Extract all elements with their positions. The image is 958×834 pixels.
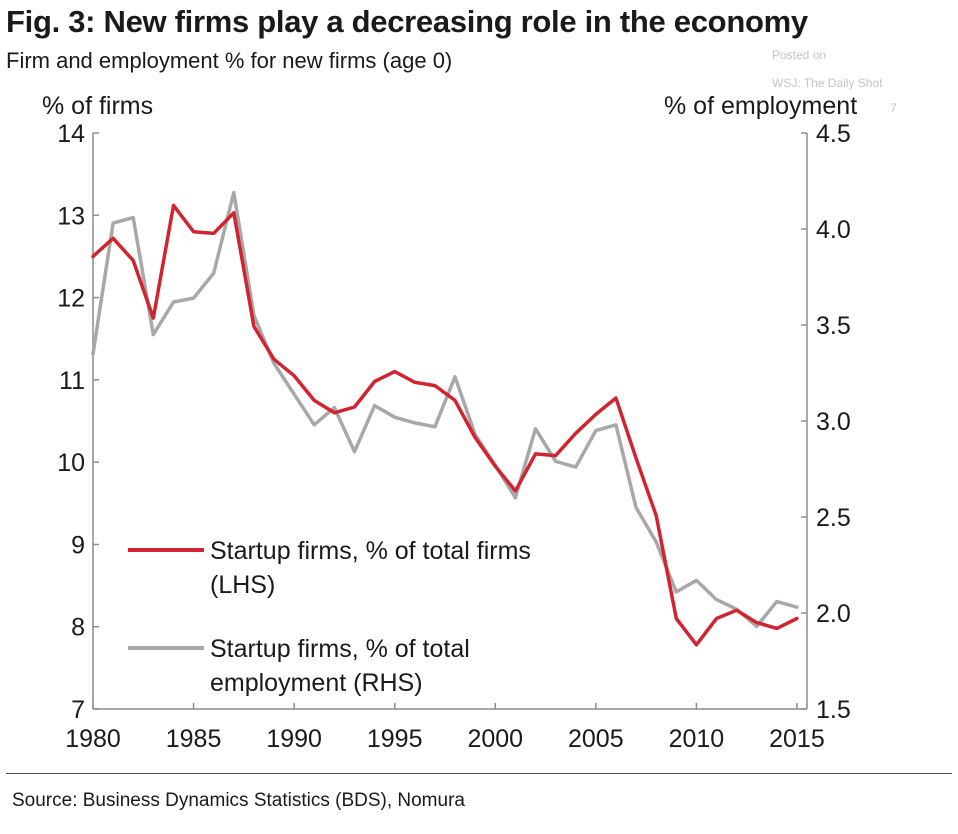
x-tick-label: 2000 [467,725,523,753]
x-tick-label: 2010 [669,725,725,753]
right-tick-label: 4.0 [816,216,851,244]
right-tick-label: 2.5 [816,504,851,532]
left-tick-label: 8 [71,614,85,642]
x-tick-label: 2005 [568,725,624,753]
source-note: Source: Business Dynamics Statistics (BD… [12,790,465,811]
chart-title: Fig. 3: New firms play a decreasing role… [6,4,808,39]
left-axis-label: % of firms [42,92,154,120]
left-tick-label: 11 [59,367,85,395]
x-tick-label: 1995 [367,725,423,753]
left-tick-label: 14 [57,120,85,148]
legend-label-firms-line-2: (LHS) [210,571,276,599]
x-tick-label: 1985 [166,725,222,753]
x-tick-label: 2015 [769,725,825,753]
legend-label-employment-line-2: employment (RHS) [210,669,423,697]
right-tick-label: 1.5 [816,696,851,724]
legend-swatch-firms [128,548,204,552]
chart-axes: 7 8 9 10 11 12 13 14 1.5 2.0 2.5 3.0 3.5 4.0 4.5 1980 19… [57,120,851,753]
left-tick-label: 7 [71,696,85,724]
right-tick-label: 3.0 [816,408,851,436]
line-chart: 7 8 9 10 11 12 13 14 1.5 2.0 2.5 3.0 3.5 4.0 4.5 1980 19… [57,120,851,753]
x-tick-label: 1990 [266,725,322,753]
left-tick-label: 10 [57,449,85,477]
chart-series [91,190,799,647]
watermark-line-3: 7 [890,101,897,115]
legend-entry-firms: Startup firms, % of total firms (LHS) [210,534,531,602]
right-tick-label: 4.5 [816,120,851,148]
series-line-employment [91,190,799,629]
left-tick-label: 9 [71,531,85,559]
watermark-line-1: Posted on [772,48,827,62]
legend-entry-employment: Startup firms, % of total employment (RH… [210,632,470,700]
left-tick-label: 13 [57,202,85,230]
right-tick-label: 2.0 [816,600,851,628]
x-tick-label: 1980 [65,725,121,753]
legend-label-employment-line-1: Startup firms, % of total [210,635,470,663]
watermark-line-2: WSJ: The Daily Shot [772,76,883,90]
legend-swatch-employment [128,646,204,650]
footer-divider [6,773,952,774]
series-line-firms [91,203,799,647]
left-tick-label: 12 [57,285,85,313]
right-axis-label: % of employment [664,92,858,120]
chart-subtitle: Firm and employment % for new firms (age… [6,48,453,73]
right-tick-label: 3.5 [816,312,851,340]
legend-label-firms-line-1: Startup firms, % of total firms [210,537,531,565]
